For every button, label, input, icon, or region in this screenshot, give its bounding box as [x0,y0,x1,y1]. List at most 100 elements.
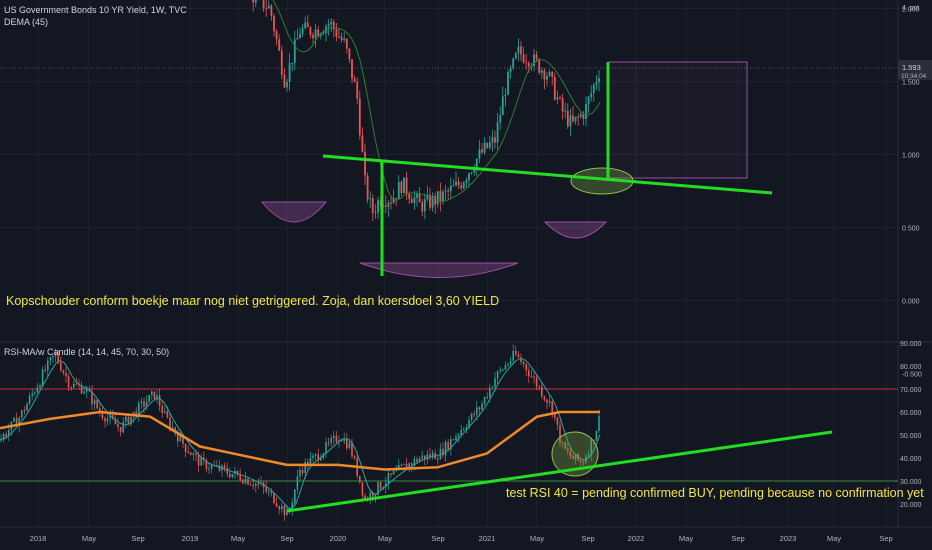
rsi-candle-body [127,416,130,425]
candle-body [343,38,346,41]
rsi-candle-body [574,453,577,460]
rsi-candle-body [421,455,423,459]
candle-body [559,97,561,99]
rsi-candle-body [390,473,392,475]
rsi-candle-body [486,396,488,398]
candle-body [405,177,408,195]
candle-body [296,38,299,40]
candle-body [551,71,554,77]
candle-body [319,33,322,37]
rsi-candle-body [426,454,429,460]
candle-body [291,62,294,64]
rsi-candle-body [499,369,501,372]
rsi-candle-body [405,463,408,469]
time-tick-label: May [82,534,96,543]
candle-body [332,21,335,30]
rsi-candle-body [541,386,543,397]
rsi-candle-body [437,458,439,460]
candle-body [509,68,512,72]
rsi-candle-body [117,424,119,427]
rsi-tick-label: 90.000 [900,341,922,348]
price-tick-label: -0.500 [902,372,922,379]
rsi-candle-body [533,376,535,378]
rsi-candle-body [439,448,442,460]
rsi-candle-body [543,396,546,400]
candle-body [309,27,312,35]
candle-body [517,46,520,54]
rsi-candle-body [348,442,351,449]
rsi-candle-body [31,393,33,396]
indicator-label: DEMA (45) [4,17,49,27]
rsi-candle-body [208,468,210,470]
rsi-test-ellipse [551,431,599,477]
candle-body [462,182,465,189]
rsi-tick-label: 40.000 [900,456,922,463]
rsi-candle-body [78,384,80,386]
candle-body [468,173,470,181]
candle-body [265,8,268,10]
rsi-candle-body [333,435,335,439]
candle-body [306,22,309,28]
candle-body [413,197,416,203]
candle-body [496,122,499,143]
rsi-candle-body [91,391,93,405]
candle-body [548,71,551,76]
rsi-candle-body [143,401,145,407]
rsi-candle-body [195,453,197,455]
rsi-candle-body [564,442,566,449]
rsi-candle-body [530,376,533,378]
rsi-candle-body [65,372,67,377]
rsi-candle-body [80,385,83,394]
rsi-candle-body [411,463,413,466]
rsi-candle-body [86,389,88,392]
rsi-candle-body [28,395,31,404]
rsi-tick-label: 30.000 [900,479,922,486]
candle-body [416,194,418,198]
rsi-candle-body [54,353,57,356]
rsi-candle-body [67,376,70,388]
rsi-candle-body [408,463,410,469]
rsi-candle-body [257,483,260,485]
rsi-candle-body [2,434,5,440]
rsi-candle-body [273,493,275,504]
candle-body [579,114,582,117]
rsi-candle-body [504,365,507,370]
rsi-candle-body [109,415,111,419]
rsi-candle-body [62,370,65,373]
rsi-candle-body [330,438,332,443]
rsi-candle-body [364,495,366,500]
rsi-candle-body [21,410,23,418]
rsi-candle-body [587,454,590,457]
rsi-candle-body [379,482,382,489]
candle-body [353,78,356,82]
rsi-candle-body [5,434,7,437]
last-price-label: 1.593 [902,63,921,72]
candle-body [400,181,403,194]
rsi-candle-body [312,455,314,458]
rsi-candle-body [450,439,452,450]
candle-body [527,62,530,67]
rsi-candle-body [60,362,62,371]
candle-body [546,75,548,80]
left-shoulder-arc [260,201,328,223]
time-tick-label: 2021 [479,534,496,543]
rsi-candle-body [218,465,221,471]
rsi-candle-body [320,457,322,461]
head-arc [359,262,519,278]
rsi-candle-body [590,439,592,455]
candle-body [374,212,377,214]
candle-body [278,39,281,51]
candle-body [481,149,483,153]
rsi-candle-body [403,463,405,465]
rsi-candle-body [489,387,491,398]
rsi-candle-body [567,448,569,451]
last-price-box [898,59,932,80]
candle-body [507,71,509,95]
time-tick-label: 2019 [182,534,199,543]
rsi-annotation: test RSI 40 = pending confirmed BUY, pen… [506,486,924,500]
candle-body [520,46,522,55]
rsi-candle-body [156,395,158,399]
rsi-candle-body [387,473,390,484]
rsi-candle-body [148,394,150,403]
candle-body [444,190,447,192]
